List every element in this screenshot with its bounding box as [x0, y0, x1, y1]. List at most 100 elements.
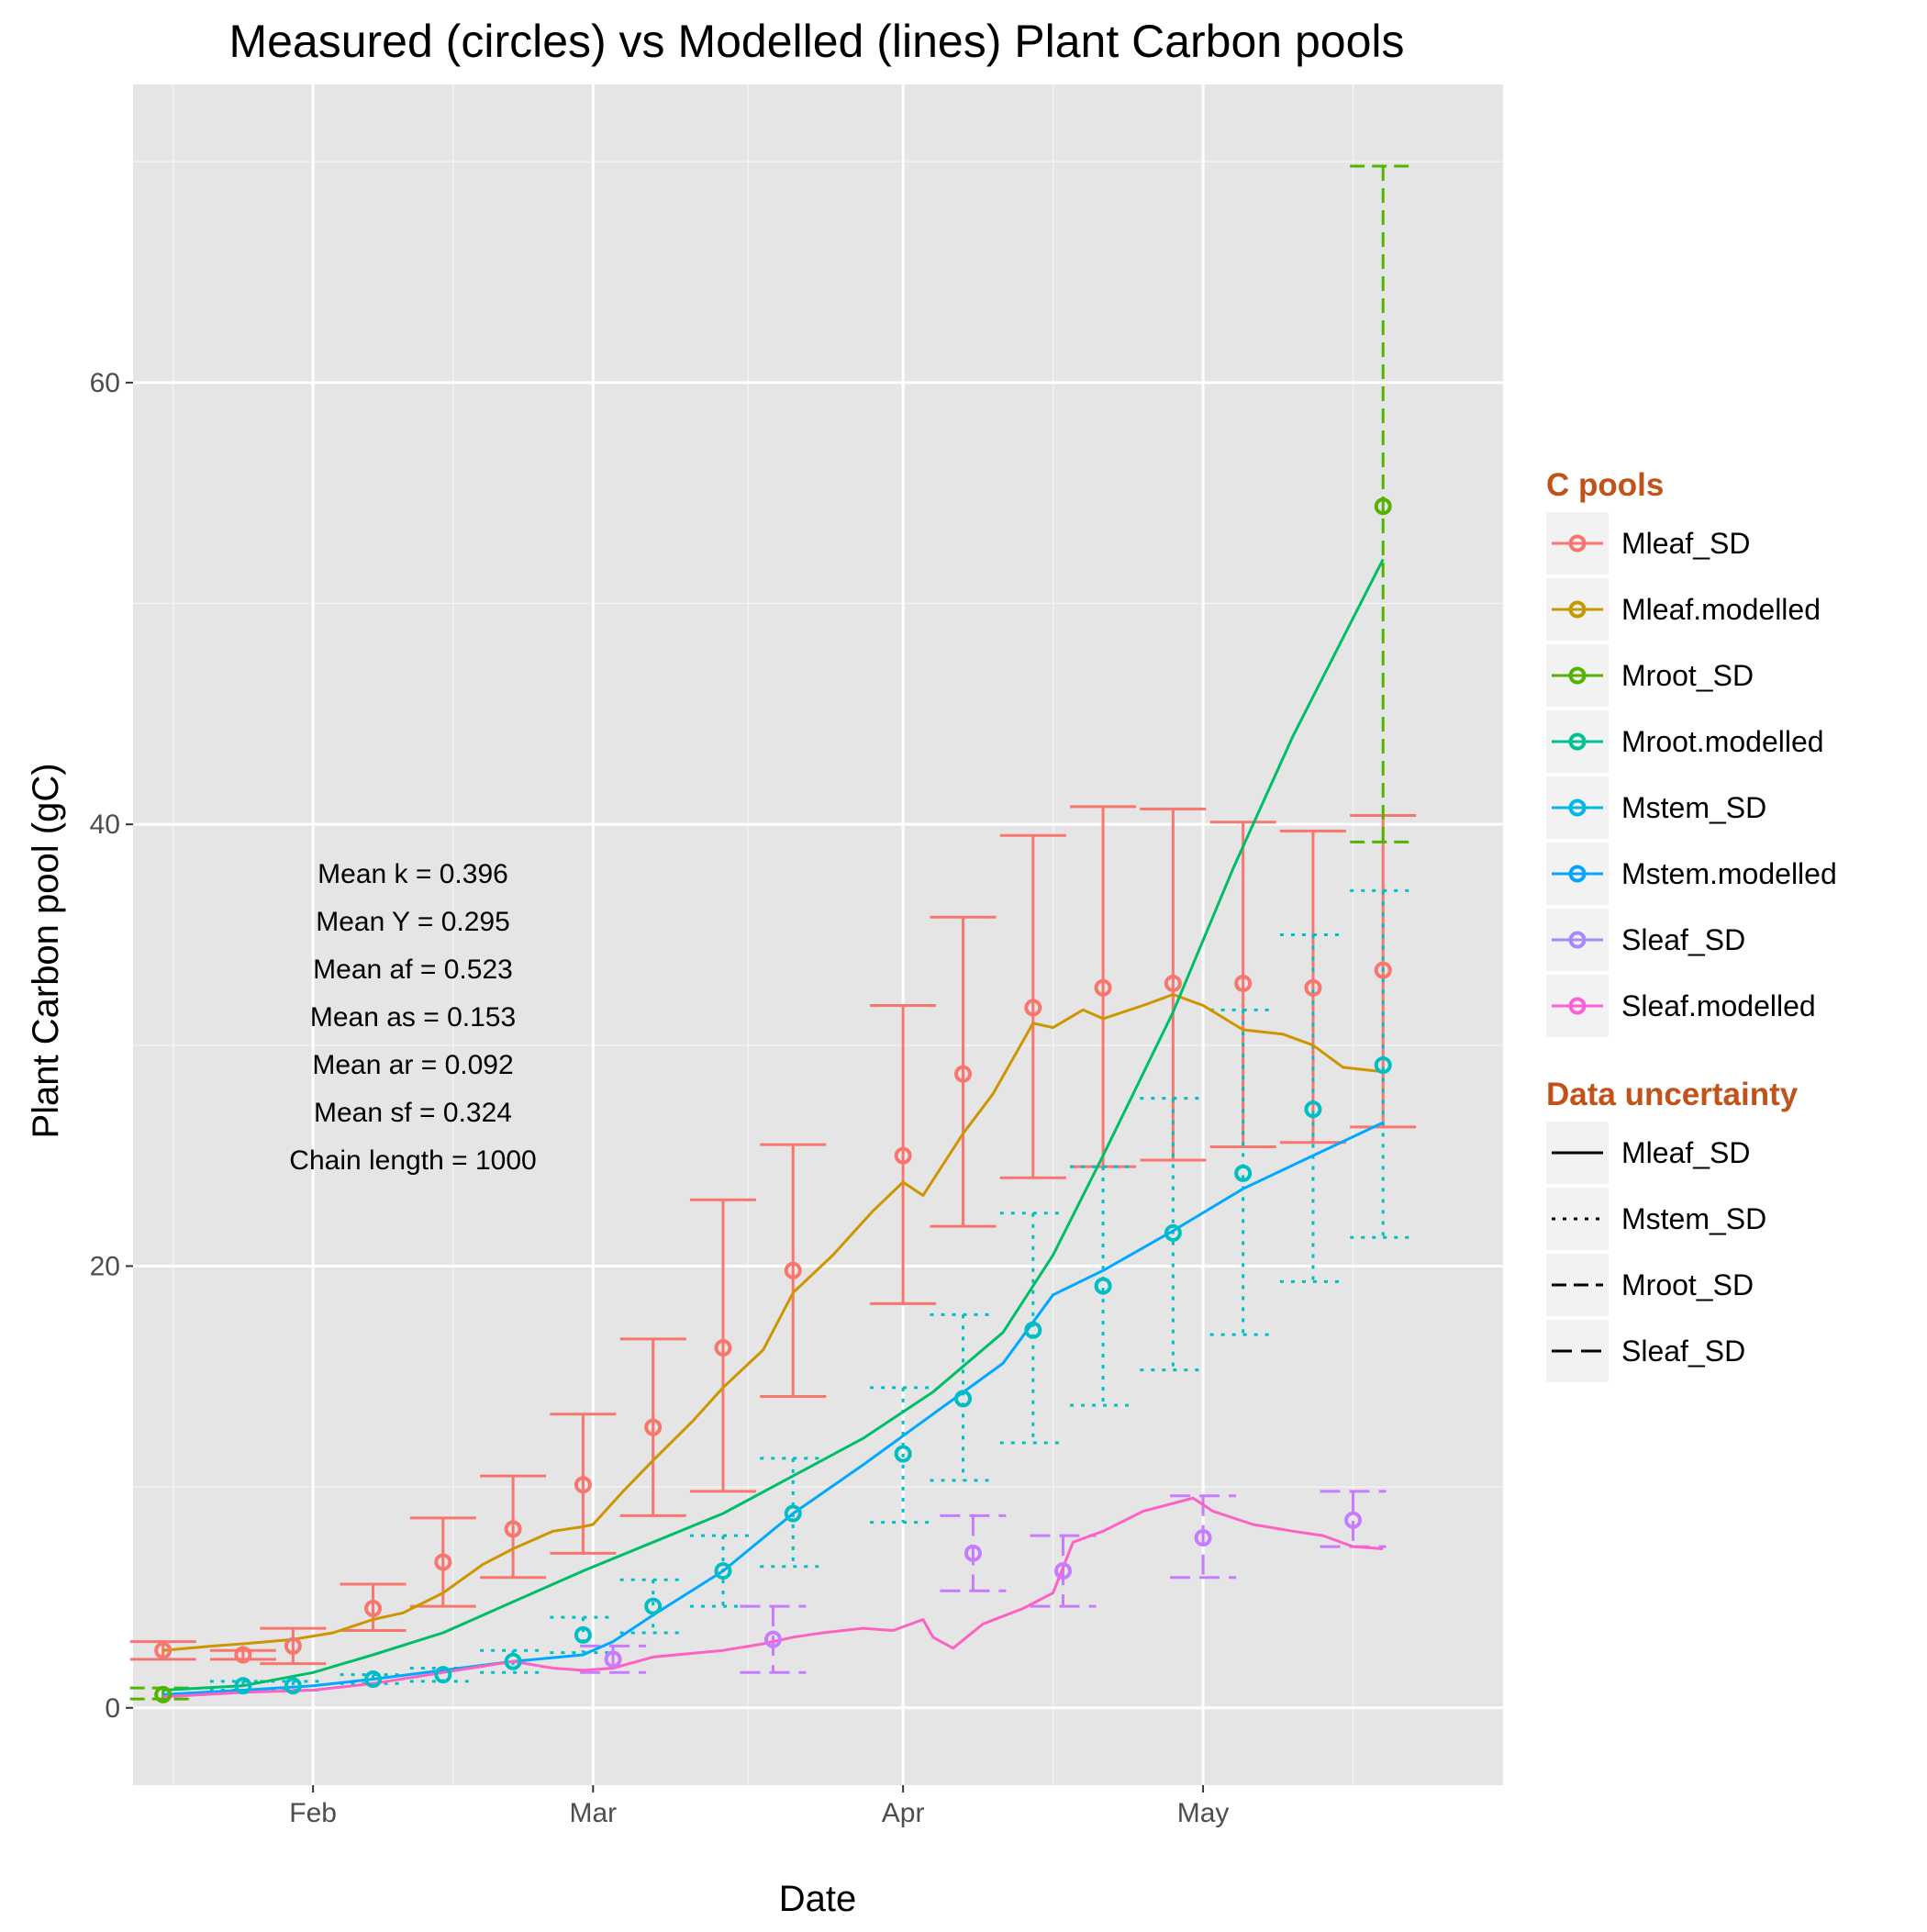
x-tick-label: Mar [569, 1798, 617, 1828]
point-mleaf-sd [894, 1146, 912, 1165]
point-mleaf-sd [714, 1339, 732, 1357]
line-mstem-modelled [162, 1121, 1384, 1696]
y-tick-label: 0 [105, 1693, 120, 1724]
error-bar-sleaf-sd [740, 1604, 807, 1674]
point-mroot-sd [1374, 497, 1392, 516]
error-bar-mroot-sd [1350, 164, 1417, 843]
legend: C pools Mleaf_SD Mleaf.modelled Mroot_SD Mro… [1546, 467, 1837, 1382]
point-mleaf-sd [1374, 961, 1392, 979]
point-mleaf-sd [1094, 978, 1112, 997]
point-sleaf-sd [1344, 1511, 1363, 1529]
annotation-text: Mean as = 0.153 [310, 1002, 516, 1033]
legend-title: C pools [1546, 467, 1664, 503]
annotation-text: Chain length = 1000 [289, 1145, 536, 1176]
legend-key-mroot-sd [1546, 1254, 1609, 1316]
point-mstem-sd [894, 1445, 912, 1463]
legend-key-mleaf-sd [1546, 1122, 1609, 1184]
error-bar-mleaf-sd [209, 1648, 276, 1661]
annotation-text: Mean sf = 0.324 [314, 1098, 512, 1128]
point-mleaf-sd [1304, 978, 1322, 997]
error-bar-mleaf-sd [550, 1413, 617, 1555]
legend-key-mstem-sd [1546, 1188, 1609, 1250]
plot-panel [133, 84, 1503, 1785]
point-mstem-sd [1094, 1277, 1112, 1295]
legend-label: Mleaf_SD [1621, 527, 1751, 560]
error-bar-mstem-sd [1140, 1097, 1207, 1372]
error-bar-sleaf-sd [1170, 1494, 1237, 1580]
legend-key-mleaf-modelled [1546, 578, 1609, 641]
y-tick-label: 40 [90, 810, 120, 840]
legend-label: Mroot.modelled [1621, 725, 1824, 758]
error-bar-mstem-sd [550, 1615, 617, 1655]
point-mstem-sd [1374, 1055, 1392, 1074]
legend-label: Mroot_SD [1621, 1268, 1754, 1301]
legend-label: Mstem_SD [1621, 791, 1766, 824]
legend-key-mstem-modelled [1546, 843, 1609, 905]
point-mstem-sd [714, 1562, 732, 1580]
point-mleaf-sd [284, 1636, 302, 1655]
point-mstem-sd [784, 1504, 802, 1523]
measured-points [154, 497, 1392, 1703]
annotation-text: Mean ar = 0.092 [312, 1050, 513, 1080]
point-mroot-sd [154, 1685, 173, 1703]
point-mleaf-sd [644, 1418, 663, 1436]
error-bar-sleaf-sd [580, 1644, 647, 1674]
line-mleaf-modelled [162, 993, 1384, 1652]
x-tick-label: Feb [289, 1798, 337, 1828]
x-axis-title: Date [779, 1879, 857, 1919]
legend-key-point [1568, 997, 1587, 1015]
legend-label: Mstem_SD [1621, 1202, 1766, 1235]
point-mstem-sd [434, 1666, 452, 1684]
x-tick-label: Apr [882, 1798, 925, 1828]
point-sleaf-sd [1053, 1562, 1072, 1580]
point-mleaf-sd [234, 1646, 252, 1664]
point-mstem-sd [284, 1677, 302, 1695]
y-tick-label: 20 [90, 1251, 120, 1281]
error-bar-mstem-sd [1209, 1008, 1276, 1336]
point-mstem-sd [504, 1652, 522, 1670]
legend-title: Data uncertainty [1546, 1077, 1799, 1112]
point-mstem-sd [364, 1670, 383, 1688]
legend-key-point [1568, 534, 1587, 553]
point-mstem-sd [1234, 1164, 1253, 1182]
annotations: Mean k = 0.396 Mean Y = 0.295 Mean af = 0.… [289, 859, 536, 1176]
legend-key-mroot-sd [1546, 644, 1609, 707]
legend-key-mroot-modelled [1546, 710, 1609, 773]
point-mstem-sd [234, 1677, 252, 1695]
error-bar-mleaf-sd [480, 1474, 547, 1580]
chart-title: Measured (circles) vs Modelled (lines) P… [228, 16, 1404, 67]
x-tick-label: May [1177, 1798, 1230, 1828]
point-mstem-sd [954, 1390, 973, 1408]
legend-key-point [1568, 798, 1587, 817]
error-bar-mstem-sd [870, 1386, 937, 1524]
point-mleaf-sd [154, 1641, 173, 1659]
error-bar-mleaf-sd [930, 915, 997, 1228]
legend-label: Mleaf_SD [1621, 1136, 1751, 1169]
point-mleaf-sd [1164, 974, 1182, 992]
legend-label: Mleaf.modelled [1621, 593, 1821, 626]
error-bar-mleaf-sd [340, 1582, 407, 1633]
legend-key-point [1568, 732, 1587, 751]
error-bar-mstem-sd [1350, 888, 1417, 1239]
error-bar-mleaf-sd [619, 1337, 686, 1517]
error-bar-mleaf-sd [870, 1004, 937, 1305]
legend-label: Sleaf_SD [1621, 923, 1745, 956]
y-axis: 0 20 40 60 [90, 368, 133, 1724]
error-bar-mstem-sd [760, 1457, 827, 1569]
error-bar-sleaf-sd [940, 1513, 1007, 1592]
legend-key-mleaf-sd [1546, 512, 1609, 575]
annotation-text: Mean k = 0.396 [317, 859, 508, 889]
error-bar-mstem-sd [1070, 1165, 1137, 1407]
legend-label: Mstem.modelled [1621, 857, 1837, 890]
point-mleaf-sd [504, 1520, 522, 1538]
error-bars [129, 164, 1417, 1701]
y-axis-title: Plant Carbon pool (gC) [26, 763, 66, 1138]
x-axis: Feb Mar Apr May [289, 1785, 1229, 1828]
legend-key-point [1568, 600, 1587, 619]
point-mstem-sd [574, 1625, 592, 1644]
point-mleaf-sd [1234, 974, 1253, 992]
point-sleaf-sd [964, 1544, 982, 1562]
error-bar-mleaf-sd [689, 1198, 756, 1493]
